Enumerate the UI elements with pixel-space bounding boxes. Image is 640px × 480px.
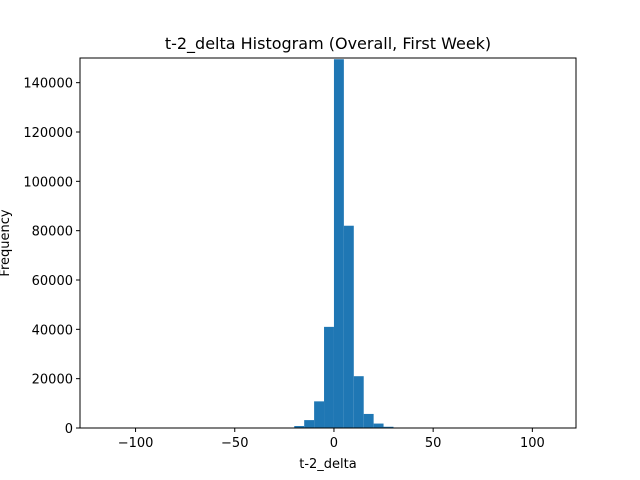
y-axis-ticks: 0 20000 40000 60000 80000 100000 120000 140000	[23, 77, 80, 437]
histogram-bar	[324, 326, 334, 428]
x-tick-label: −100	[118, 436, 154, 451]
x-tick-label: 50	[425, 436, 442, 451]
y-tick-label: 40000	[32, 323, 73, 338]
plot-frame	[79, 57, 577, 429]
y-tick-label: 120000	[23, 126, 73, 141]
histogram-bar	[294, 426, 305, 428]
x-axis-label: t-2_delta	[299, 457, 356, 472]
histogram-bar	[304, 420, 315, 428]
x-tick-label: 0	[330, 436, 338, 451]
histogram-bar	[383, 426, 394, 428]
x-tick-label: −50	[221, 436, 248, 451]
histogram-bar	[343, 225, 354, 428]
y-tick-label: 100000	[23, 175, 73, 190]
y-axis-label: Frequency	[0, 209, 13, 276]
histogram-bar	[353, 376, 364, 428]
histogram-bar	[363, 413, 374, 428]
y-tick-label: 60000	[32, 274, 73, 289]
chart-title: t-2_delta Histogram (Overall, First Week…	[165, 34, 491, 54]
y-tick-label: 20000	[32, 373, 73, 388]
histogram-bar	[314, 401, 325, 428]
x-axis-ticks: −100 −50 0 50 100	[118, 428, 545, 451]
y-tick-label: 0	[65, 422, 73, 437]
histogram-bar	[373, 423, 384, 428]
y-tick-label: 80000	[32, 225, 73, 240]
x-tick-label: 100	[520, 436, 545, 451]
histogram-bars	[284, 59, 394, 428]
y-tick-label: 140000	[23, 77, 73, 92]
histogram-bar	[333, 59, 344, 428]
